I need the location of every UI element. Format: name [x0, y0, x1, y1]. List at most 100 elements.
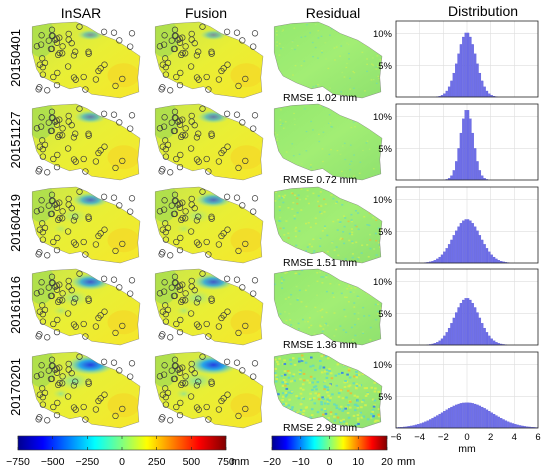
sample-point-marker	[167, 170, 173, 176]
histogram-bar	[488, 252, 490, 263]
histogram-panel: 5%10%	[373, 352, 538, 428]
histogram-bar	[453, 73, 455, 97]
fusion-map	[150, 347, 263, 428]
column-title-insar: InSAR	[61, 5, 101, 21]
x-tick-label: 4	[512, 432, 517, 443]
column-title-fusion: Fusion	[185, 5, 227, 21]
sample-point-marker	[159, 252, 165, 258]
histogram-bar	[481, 176, 483, 180]
histogram-bar	[465, 219, 467, 263]
histogram-bar	[510, 423, 512, 428]
histogram-bar	[429, 419, 431, 428]
colorbar-tick-label: 250	[148, 456, 166, 468]
histogram-bar	[448, 244, 450, 263]
histogram-bar	[458, 404, 460, 428]
column-title-residual: Residual	[306, 5, 360, 21]
histogram-bar	[481, 323, 483, 345]
colorbar-tick-label: 500	[183, 456, 201, 468]
colorbar-tick-label: −750	[6, 456, 30, 468]
sample-point-marker	[129, 196, 135, 202]
sample-point-marker	[250, 374, 256, 380]
histogram-bar	[462, 403, 464, 428]
sample-point-marker	[234, 30, 240, 36]
histogram-bar	[453, 235, 455, 263]
histogram-bar	[462, 300, 464, 345]
histogram-bar	[486, 410, 488, 428]
sample-point-marker	[129, 361, 135, 367]
sample-point-marker	[127, 126, 133, 132]
histogram-bar	[500, 418, 502, 428]
histogram-bar	[476, 64, 478, 97]
histogram-panel: 5%10%	[373, 269, 538, 345]
histogram-bar	[479, 406, 481, 428]
column-title-distribution: Distribution	[448, 3, 518, 19]
histogram-bar	[479, 318, 481, 345]
sample-point-marker	[44, 418, 50, 424]
rmse-label: RMSE 1.36 mm	[283, 339, 357, 351]
sample-point-marker	[111, 112, 117, 118]
histogram-bar	[436, 416, 438, 428]
sample-point-marker	[44, 170, 50, 176]
sample-point-marker	[101, 359, 107, 365]
histogram-bar	[458, 307, 460, 345]
histogram-bar	[455, 161, 457, 180]
sample-point-marker	[101, 29, 107, 35]
row-labels: 20150401 20151127 20160419 20161016 2017…	[8, 29, 23, 416]
histogram-bar	[495, 416, 497, 428]
histogram-bar	[436, 259, 438, 263]
histogram-bar	[465, 403, 467, 428]
residual-map	[272, 104, 382, 180]
sample-point-marker	[127, 209, 133, 215]
histogram-bar	[439, 414, 441, 428]
x-tick-label: 2	[488, 432, 493, 443]
histogram-bar	[488, 94, 490, 97]
insar-map	[27, 264, 140, 345]
histogram-bar	[434, 260, 436, 263]
sample-point-marker	[234, 360, 240, 366]
colorbar-tick-label: 20	[381, 456, 393, 468]
histogram-bar	[424, 422, 426, 428]
histogram-bar	[469, 300, 471, 345]
histogram-bar	[505, 421, 507, 428]
y-tick-label: 5%	[378, 227, 392, 238]
sample-point-marker	[129, 113, 135, 119]
sample-point-marker	[234, 195, 240, 201]
histogram-bar	[484, 87, 486, 97]
sample-point-marker	[36, 417, 42, 423]
histogram-bar	[467, 298, 469, 345]
histogram-bar	[453, 406, 455, 428]
sample-point-marker	[129, 31, 135, 37]
histogram-bar	[441, 255, 443, 263]
histogram-bar	[450, 407, 452, 428]
histogram-bar	[476, 313, 478, 345]
histogram-bar	[432, 418, 434, 428]
sample-point-marker	[224, 359, 230, 365]
histogram-bar	[453, 170, 455, 180]
histogram-bar	[484, 408, 486, 428]
histogram-bar	[476, 405, 478, 428]
fusion-map	[150, 99, 263, 180]
histogram-bar	[446, 332, 448, 345]
rmse-label: RMSE 1.02 mm	[283, 92, 357, 104]
histogram-bar	[427, 421, 429, 428]
histogram-bar	[474, 307, 476, 345]
histogram-bar	[495, 259, 497, 263]
sample-point-marker	[101, 276, 107, 282]
histogram-bar	[479, 235, 481, 263]
histogram-bar	[469, 119, 471, 180]
histogram-bar	[439, 341, 441, 345]
histogram-bar	[491, 339, 493, 345]
sample-point-marker	[101, 111, 107, 117]
histogram-bar	[434, 417, 436, 428]
histogram-bar	[472, 303, 474, 345]
histogram-bar	[446, 248, 448, 263]
histogram-bar	[460, 44, 462, 97]
histogram-bar	[439, 257, 441, 263]
residual-map	[272, 352, 384, 430]
sample-point-marker	[44, 335, 50, 341]
sample-point-marker	[127, 44, 133, 50]
histogram-bar	[481, 240, 483, 263]
sample-point-marker	[159, 334, 165, 340]
